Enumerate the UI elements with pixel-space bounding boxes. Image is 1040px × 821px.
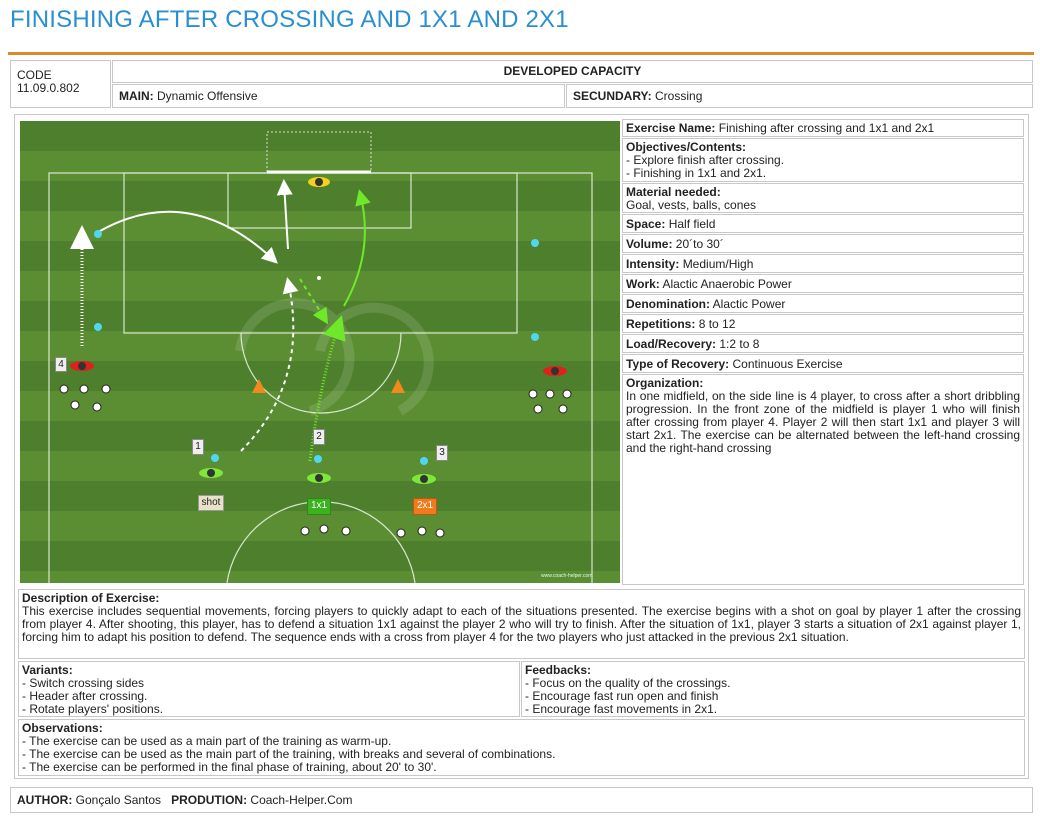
footer: AUTHOR: Gonçalo Santos PRODUTION: Coach-…	[10, 787, 1033, 813]
observation-item: - The exercise can be performed in the f…	[22, 760, 437, 774]
grass-stripe	[20, 151, 620, 181]
grass-stripe	[20, 391, 620, 421]
observation-item: - The exercise can be used as a main par…	[22, 734, 392, 748]
variant-item: - Rotate players' positions.	[22, 702, 164, 716]
number-badge-2: 2	[313, 429, 325, 445]
denomination-row: Denomination: Alactic Power	[622, 294, 1024, 313]
exercise-name-row: Exercise Name: Finishing after crossing …	[622, 119, 1024, 137]
code-cell: CODE 11.09.0.802	[10, 60, 111, 108]
space-value: Half field	[668, 217, 716, 231]
organization-row: Organization: In one midfield, on the si…	[622, 374, 1024, 585]
developed-capacity-header: DEVELOPED CAPACITY	[112, 60, 1033, 83]
player-1	[199, 468, 223, 478]
tag-2x1: 2x1	[413, 498, 437, 515]
production-label: PRODUTION:	[171, 793, 248, 807]
production-value: Coach-Helper.Com	[250, 793, 353, 807]
secundary-capacity: SECUNDARY: Crossing	[566, 84, 1033, 108]
observations-section: Observations: - The exercise can be used…	[18, 719, 1025, 776]
intensity-value: Medium/High	[682, 257, 754, 271]
load-recovery-value: 1:2 to 8	[719, 337, 760, 351]
recovery-type-value: Continuous Exercise	[732, 357, 843, 371]
grass-stripe	[20, 241, 620, 271]
grass-stripe	[20, 541, 620, 571]
tag-shot: shot	[198, 495, 224, 511]
author-value: Gonçalo Santos	[75, 793, 162, 807]
feedback-item: - Focus on the quality of the crossings.	[525, 676, 731, 690]
secundary-value: Crossing	[655, 89, 703, 103]
grass-stripe	[20, 211, 620, 241]
grass-stripe	[20, 271, 620, 301]
balls	[59, 384, 572, 538]
description-text: This exercise includes sequential moveme…	[22, 604, 1021, 644]
player-2	[307, 473, 331, 483]
observation-item: - The exercise can be used as the main p…	[22, 747, 556, 761]
exercise-name-value: Finishing after crossing and 1x1 and 2x1	[718, 121, 935, 135]
number-badge-4: 4	[55, 357, 67, 372]
recovery-type-row: Type of Recovery: Continuous Exercise	[622, 354, 1024, 373]
grass-stripe	[20, 361, 620, 391]
info-column: Exercise Name: Finishing after crossing …	[622, 119, 1024, 585]
main-capacity: MAIN: Dynamic Offensive	[112, 84, 565, 108]
material-value: Goal, vests, balls, cones	[626, 198, 757, 212]
description-section: Description of Exercise: This exercise i…	[18, 589, 1025, 659]
cone-left	[252, 379, 266, 393]
secundary-label: SECUNDARY:	[573, 89, 652, 103]
main-value: Dynamic Offensive	[157, 89, 258, 103]
repetitions-row: Repetitions: 8 to 12	[622, 314, 1024, 333]
volume-row: Volume: 20´to 30´	[622, 234, 1024, 253]
code-value: 11.09.0.802	[17, 81, 80, 95]
variant-item: - Switch crossing sides	[22, 676, 145, 690]
position-markers	[94, 230, 539, 465]
exercise-diagram: www.coach-helper.com 4 1 2 3 shot 1x1 2x…	[20, 121, 620, 583]
cone-right	[391, 379, 405, 393]
feedback-item: - Encourage fast run open and finish	[525, 689, 719, 703]
code-label: CODE	[17, 68, 52, 82]
main-label: MAIN:	[119, 89, 154, 103]
author-label: AUTHOR:	[17, 793, 73, 807]
diagram-watermark: www.coach-helper.com	[541, 573, 592, 579]
repetitions-value: 8 to 12	[698, 317, 736, 331]
denomination-value: Alactic Power	[712, 297, 786, 311]
load-recovery-row: Load/Recovery: 1:2 to 8	[622, 334, 1024, 353]
goal	[266, 131, 372, 174]
page-title: FINISHING AFTER CROSSING AND 1X1 AND 2X1	[10, 6, 569, 33]
work-value: Alactic Anaerobic Power	[662, 277, 792, 291]
grass-stripe	[20, 331, 620, 361]
player-4	[70, 361, 94, 371]
number-badge-1: 1	[192, 439, 204, 455]
grass-stripe	[20, 571, 620, 583]
grass-stripe	[20, 121, 620, 151]
objective-item: - Explore finish after crossing.	[626, 153, 785, 167]
work-row: Work: Alactic Anaerobic Power	[622, 274, 1024, 293]
variant-item: - Header after crossing.	[22, 689, 148, 703]
title-divider	[8, 52, 1034, 55]
number-badge-3: 3	[436, 445, 448, 461]
space-row: Space: Half field	[622, 214, 1024, 233]
variants-section: Variants: - Switch crossing sides - Head…	[18, 661, 520, 717]
objectives-row: Objectives/Contents: - Explore finish af…	[622, 138, 1024, 182]
volume-value: 20´to 30´	[675, 237, 724, 251]
objective-item: - Finishing in 1x1 and 2x1.	[626, 166, 767, 180]
player-right-red	[543, 366, 567, 376]
feedback-item: - Encourage fast movements in 2x1.	[525, 702, 718, 716]
material-row: Material needed: Goal, vests, balls, con…	[622, 183, 1024, 213]
intensity-row: Intensity: Medium/High	[622, 254, 1024, 273]
player-3	[412, 474, 436, 484]
organization-text: In one midfield, on the side line is 4 p…	[626, 389, 1020, 455]
goalkeeper	[308, 177, 330, 187]
grass-stripe	[20, 511, 620, 541]
field-svg: www.coach-helper.com	[20, 121, 620, 583]
feedbacks-section: Feedbacks: - Focus on the quality of the…	[521, 661, 1025, 717]
tag-1x1: 1x1	[307, 498, 331, 515]
